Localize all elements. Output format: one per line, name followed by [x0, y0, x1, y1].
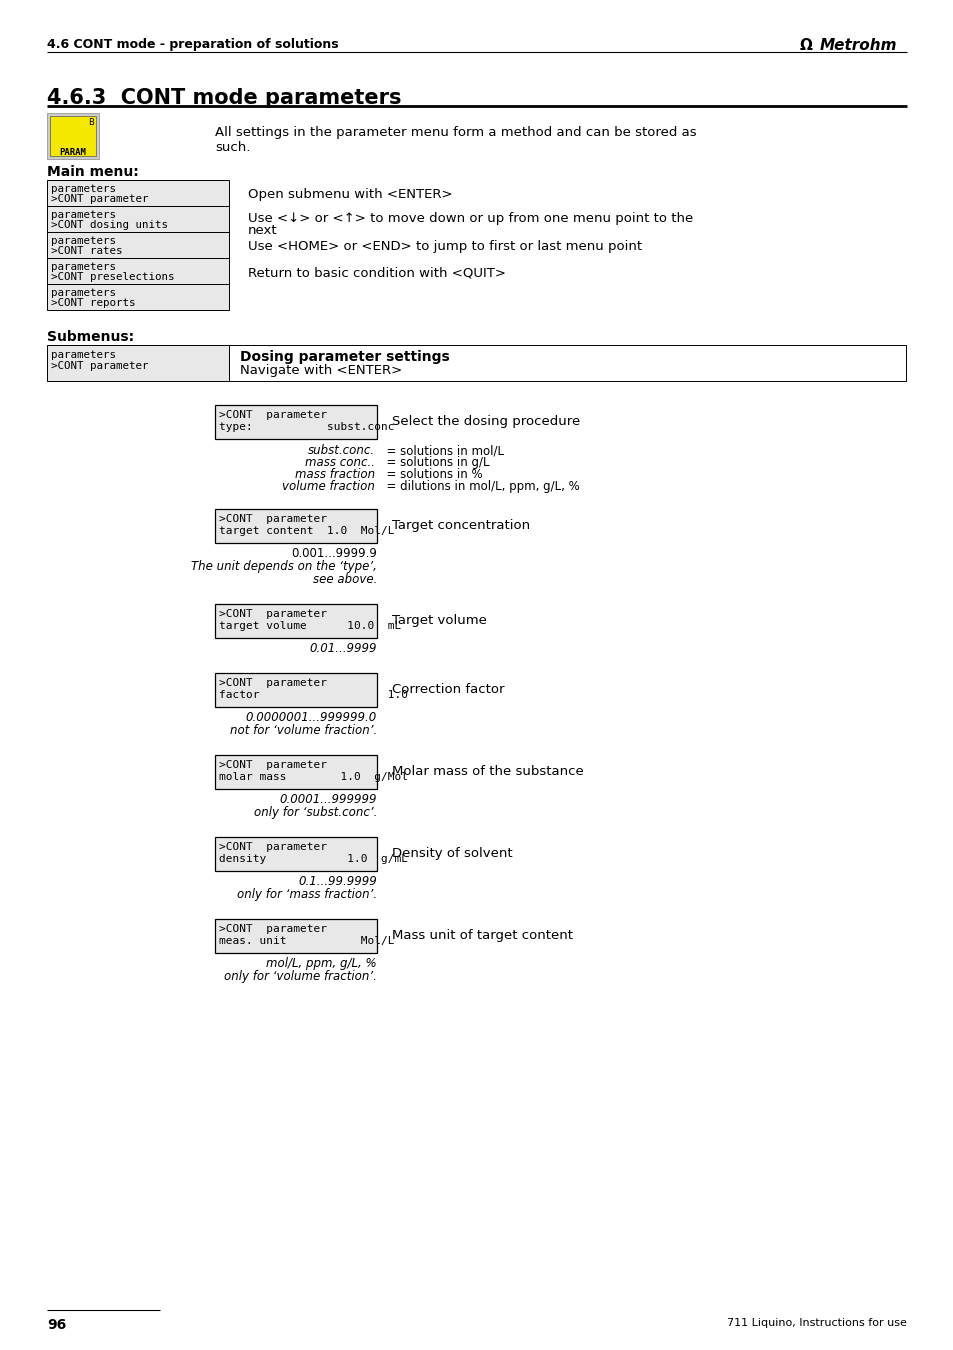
Text: mass conc..: mass conc.. [305, 456, 375, 468]
Bar [47, 258, 229, 284]
Text: >CONT  parameter: >CONT parameter [219, 609, 327, 620]
Text: Density of solvent: Density of solvent [392, 846, 512, 860]
Text: >CONT parameter: >CONT parameter [51, 194, 149, 204]
Bar [47, 207, 229, 232]
Text: subst.conc.: subst.conc. [308, 444, 375, 458]
Text: 96: 96 [47, 1318, 66, 1332]
Text: density            1.0  g/mL: density 1.0 g/mL [219, 855, 408, 864]
Text: = solutions in mol/L: = solutions in mol/L [378, 444, 503, 458]
Bar [214, 509, 376, 543]
Text: Return to basic condition with <QUIT>: Return to basic condition with <QUIT> [248, 266, 505, 279]
Text: volume fraction: volume fraction [282, 481, 375, 493]
Text: >CONT  parameter: >CONT parameter [219, 678, 327, 688]
Text: 0.0001...999999: 0.0001...999999 [279, 792, 376, 806]
Text: >CONT rates: >CONT rates [51, 246, 122, 256]
Bar [214, 919, 376, 953]
Text: >CONT preselections: >CONT preselections [51, 271, 174, 282]
Text: 4.6.3  CONT mode parameters: 4.6.3 CONT mode parameters [47, 88, 401, 108]
Bar [214, 755, 376, 788]
Text: factor                   1.0: factor 1.0 [219, 690, 408, 701]
Bar [50, 116, 96, 157]
Text: 4.6 CONT mode - preparation of solutions: 4.6 CONT mode - preparation of solutions [47, 38, 338, 51]
Text: type:           subst.conc: type: subst.conc [219, 423, 395, 432]
Bar [214, 405, 376, 439]
Text: Submenus:: Submenus: [47, 329, 134, 344]
Text: mol/L, ppm, g/L, %: mol/L, ppm, g/L, % [266, 957, 376, 971]
Bar [214, 674, 376, 707]
Bar [47, 346, 229, 381]
Text: parameters: parameters [51, 211, 116, 220]
Text: target content  1.0  Mol/L: target content 1.0 Mol/L [219, 526, 395, 536]
Text: Metrohm: Metrohm [820, 38, 897, 53]
Text: only for ‘volume fraction’.: only for ‘volume fraction’. [224, 971, 376, 983]
Text: not for ‘volume fraction’.: not for ‘volume fraction’. [230, 724, 376, 737]
Text: >CONT dosing units: >CONT dosing units [51, 220, 168, 230]
Text: only for ‘subst.conc’.: only for ‘subst.conc’. [253, 806, 376, 819]
Text: Use <↓> or <↑> to move down or up from one menu point to the: Use <↓> or <↑> to move down or up from o… [248, 212, 693, 225]
Text: = solutions in g/L: = solutions in g/L [378, 456, 489, 468]
Text: Select the dosing procedure: Select the dosing procedure [392, 414, 579, 428]
Text: The unit depends on the ‘type’,: The unit depends on the ‘type’, [191, 560, 376, 572]
Text: 711 Liquino, Instructions for use: 711 Liquino, Instructions for use [726, 1318, 906, 1328]
Text: Correction factor: Correction factor [392, 683, 504, 697]
Text: Use <HOME> or <END> to jump to first or last menu point: Use <HOME> or <END> to jump to first or … [248, 240, 641, 252]
Text: >CONT  parameter: >CONT parameter [219, 410, 327, 420]
Text: >CONT reports: >CONT reports [51, 298, 135, 308]
Text: such.: such. [214, 140, 250, 154]
Text: 0.001...9999.9: 0.001...9999.9 [291, 547, 376, 560]
Text: Molar mass of the substance: Molar mass of the substance [392, 765, 583, 778]
Text: 0.0000001...999999.0: 0.0000001...999999.0 [246, 711, 376, 724]
Bar [229, 346, 905, 381]
Bar [47, 113, 99, 159]
Text: mass fraction: mass fraction [294, 468, 375, 481]
Text: >CONT parameter: >CONT parameter [51, 360, 149, 371]
Text: target volume      10.0  mL: target volume 10.0 mL [219, 621, 401, 630]
Text: parameters: parameters [51, 236, 116, 246]
Text: = dilutions in mol/L, ppm, g/L, %: = dilutions in mol/L, ppm, g/L, % [378, 481, 579, 493]
Text: only for ‘mass fraction’.: only for ‘mass fraction’. [236, 888, 376, 900]
Text: Mass unit of target content: Mass unit of target content [392, 929, 573, 942]
Text: parameters: parameters [51, 184, 116, 194]
Text: parameters: parameters [51, 350, 116, 360]
Text: Target concentration: Target concentration [392, 518, 530, 532]
Text: >CONT  parameter: >CONT parameter [219, 514, 327, 524]
Text: >CONT  parameter: >CONT parameter [219, 760, 327, 770]
Text: parameters: parameters [51, 262, 116, 271]
Text: = solutions in %: = solutions in % [378, 468, 482, 481]
Text: molar mass        1.0  g/Mol: molar mass 1.0 g/Mol [219, 772, 408, 782]
Text: 0.01...9999: 0.01...9999 [309, 643, 376, 655]
Text: >CONT  parameter: >CONT parameter [219, 842, 327, 852]
Bar [47, 232, 229, 258]
Bar [47, 284, 229, 310]
Text: parameters: parameters [51, 288, 116, 298]
Text: see above.: see above. [313, 572, 376, 586]
Text: PARAM: PARAM [59, 148, 87, 157]
Text: Dosing parameter settings: Dosing parameter settings [240, 350, 449, 365]
Text: 0.1...99.9999: 0.1...99.9999 [298, 875, 376, 888]
Text: Navigate with <ENTER>: Navigate with <ENTER> [240, 364, 402, 377]
Bar [47, 180, 229, 207]
Text: meas. unit           Mol/L: meas. unit Mol/L [219, 936, 395, 946]
Text: Open submenu with <ENTER>: Open submenu with <ENTER> [248, 188, 452, 201]
Text: B: B [88, 117, 93, 127]
Text: next: next [248, 224, 277, 238]
Text: Target volume: Target volume [392, 614, 486, 626]
Text: All settings in the parameter menu form a method and can be stored as: All settings in the parameter menu form … [214, 126, 696, 139]
Bar [214, 837, 376, 871]
Bar [214, 603, 376, 639]
Text: >CONT  parameter: >CONT parameter [219, 923, 327, 934]
Text: Ω: Ω [800, 38, 812, 53]
Text: Main menu:: Main menu: [47, 165, 138, 180]
